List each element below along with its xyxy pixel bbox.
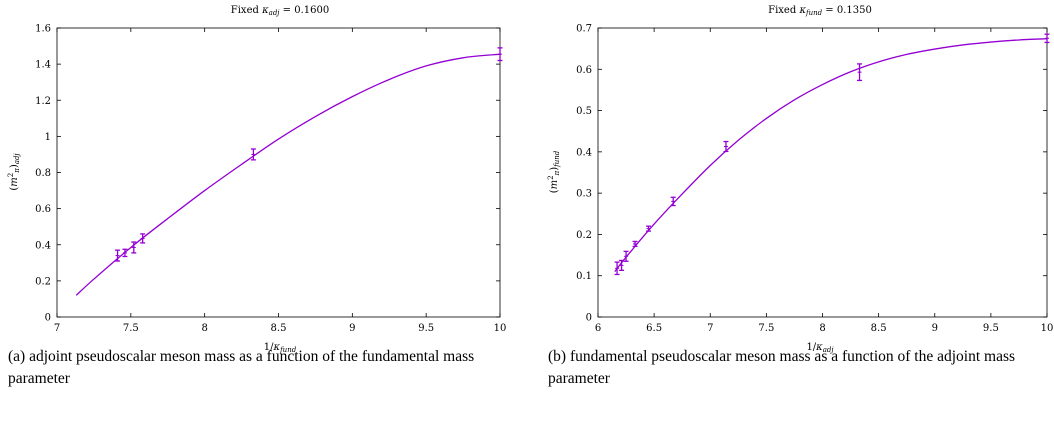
chart-a-data-point — [497, 47, 503, 62]
chart-b-ytick-label: 0.2 — [576, 230, 592, 241]
chart-b-xtick-label: 10 — [1041, 323, 1054, 334]
chart-b-data-point — [670, 196, 676, 207]
chart-a-title: Fixed κadj = 0.1600 — [231, 5, 329, 17]
chart-b-xtick-label: 7 — [707, 323, 713, 334]
chart-b-data-point — [646, 225, 652, 232]
chart-b-xtick-label: 8.5 — [871, 323, 887, 334]
chart-a-ytick-label: 1.4 — [35, 60, 51, 71]
chart-b-frame — [597, 27, 1048, 318]
chart-a-ytick-label: 0.8 — [35, 168, 51, 179]
chart-b-data-point — [614, 261, 620, 276]
chart-a-ytick-label: 0.2 — [35, 276, 51, 287]
chart-a-ytick-label: 0.6 — [35, 204, 51, 215]
chart-a: Fixed κadj = 0.1600 1/κfund (m2π)adj 7 7.… — [7, 5, 507, 354]
chart-b-data-point — [857, 63, 863, 82]
chart-b-xtick-label: 6 — [595, 323, 601, 334]
chart-a-data-point — [122, 248, 128, 258]
chart-b-ytick-label: 0.3 — [576, 189, 592, 200]
chart-b-data-point — [632, 240, 638, 248]
chart-a-fit-line — [75, 53, 501, 296]
chart-a-ytick-label: 1 — [45, 132, 51, 143]
chart-b-xtick-label: 6.5 — [646, 323, 662, 334]
chart-b-xtick-label: 9.5 — [983, 323, 999, 334]
chart-b-xtick-label: 9 — [932, 323, 938, 334]
chart-a-xtick-label: 8.5 — [271, 323, 287, 334]
chart-b-ytick-label: 0.4 — [576, 147, 592, 158]
chart-a-xtick-label: 7.5 — [123, 323, 139, 334]
chart-b-fit-line — [614, 38, 1048, 272]
chart-a-data-point — [131, 241, 137, 254]
chart-b-ytick-label: 0.5 — [576, 106, 592, 117]
chart-b-data-point — [1044, 33, 1050, 44]
chart-a-xtick-label: 9.5 — [418, 323, 434, 334]
caption-a: (a) adjoint pseudoscalar meson mass as a… — [8, 348, 475, 387]
chart-b-data-point — [723, 140, 729, 153]
chart-a-ytick-label: 1.6 — [35, 24, 51, 35]
chart-a-xtick-label: 8 — [201, 323, 207, 334]
chart-b-ylabel: (m2π)fund — [547, 150, 561, 193]
chart-a-ylabel: (m2π)adj — [7, 153, 21, 191]
chart-b-data-point — [623, 250, 629, 262]
chart-a-ytick-label: 1.2 — [35, 96, 51, 107]
chart-b-ytick-label: 0.1 — [576, 271, 592, 282]
chart-panel-a: Fixed κadj = 0.1600 1/κfund (m2π)adj 7 7.… — [0, 0, 510, 354]
chart-a-data-point — [250, 148, 256, 161]
chart-b-xtick-label: 7.5 — [758, 323, 774, 334]
chart-a-ytick-label: 0 — [45, 313, 51, 324]
chart-b-title: Fixed κfund = 0.1350 — [768, 5, 872, 17]
chart-a-xtick-label: 7 — [54, 323, 60, 334]
chart-b-xtick-label: 8 — [819, 323, 825, 334]
chart-b-ytick-label: 0 — [586, 313, 592, 324]
chart-a-data-point — [140, 233, 146, 244]
chart-b-ytick-label: 0.6 — [576, 65, 592, 76]
chart-a-xtick-label: 10 — [494, 323, 507, 334]
chart-a-ytick-label: 0.4 — [35, 240, 51, 251]
chart-b-data-point — [619, 259, 625, 271]
chart-b-ytick-label: 0.7 — [576, 24, 592, 35]
chart-a-xtick-label: 9 — [349, 323, 355, 334]
caption-b: (b) fundamental pseudoscalar meson mass … — [548, 348, 1016, 387]
chart-a-data-point — [115, 249, 121, 262]
chart-a-frame — [56, 27, 501, 318]
